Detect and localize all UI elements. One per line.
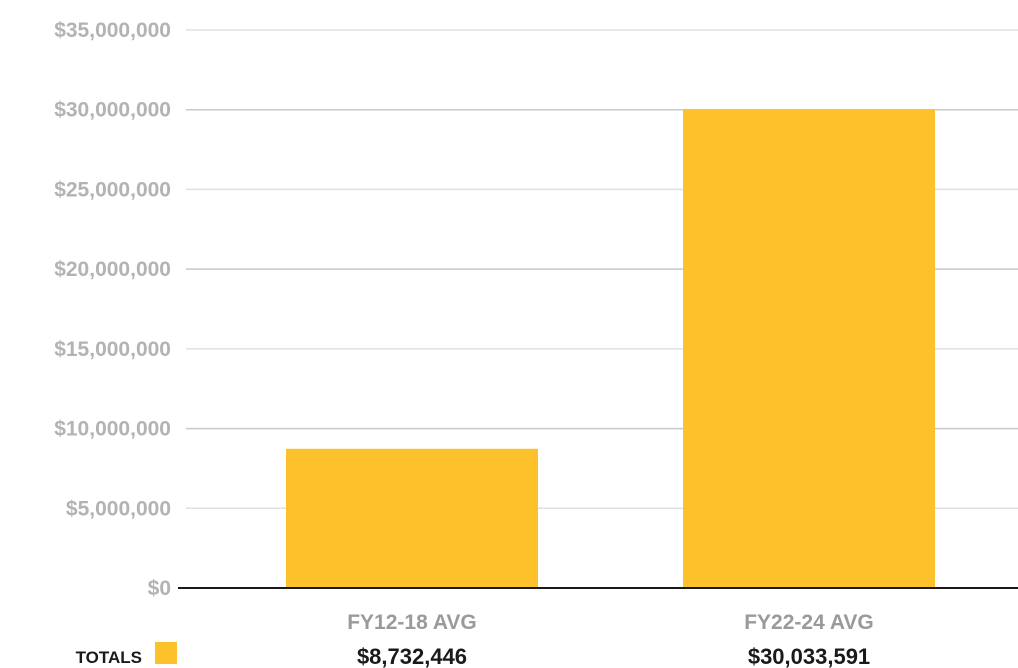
y-tick-label: $10,000,000	[54, 418, 171, 441]
y-tick-label: $20,000,000	[54, 258, 171, 281]
x-category-label: FY22-24 AVG	[744, 611, 874, 634]
y-axis-tick-labels: $0 $5,000,000 $10,000,000 $15,000,000 $20,00…	[54, 19, 171, 600]
x-axis-category-labels: FY12-18 AVG FY22-24 AVG	[347, 611, 874, 634]
total-value-label: $8,732,446	[357, 644, 467, 668]
totals-value-labels: $8,732,446 $30,033,591	[357, 644, 870, 668]
legend-label: TOTALS	[76, 648, 142, 667]
y-tick-label: $25,000,000	[54, 178, 171, 201]
total-value-label: $30,033,591	[748, 644, 870, 668]
y-tick-label: $30,000,000	[54, 99, 171, 122]
y-tick-label: $5,000,000	[66, 497, 171, 520]
legend-swatch	[155, 642, 177, 664]
gridlines	[186, 29, 1018, 510]
bar	[286, 448, 538, 588]
legend: TOTALS	[76, 642, 177, 667]
bars	[286, 109, 935, 589]
y-tick-label: $0	[148, 577, 171, 600]
bar	[683, 109, 935, 589]
y-tick-label: $15,000,000	[54, 338, 171, 361]
x-category-label: FY12-18 AVG	[347, 611, 477, 634]
y-tick-label: $35,000,000	[54, 19, 171, 42]
